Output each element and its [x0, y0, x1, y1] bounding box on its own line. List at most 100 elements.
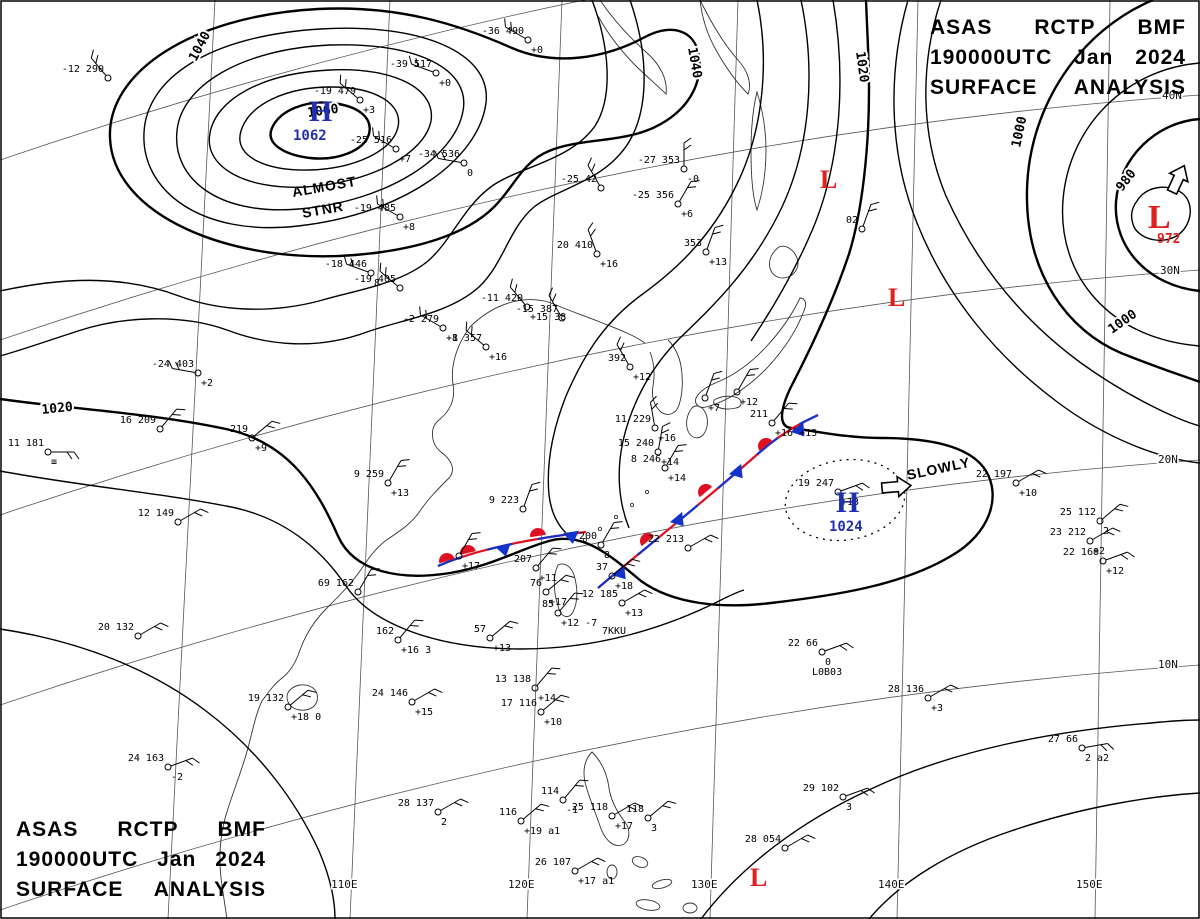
- station-circle: [593, 250, 601, 258]
- title-block-bottom-left: ASAS RCTP BMF 190000UTC Jan 2024 SURFACE ANALYS…: [16, 818, 266, 901]
- station-data-sub: 0: [825, 657, 831, 668]
- station-plot: 9 223: [489, 481, 541, 513]
- annotation: SLOWLY: [905, 454, 972, 483]
- wind-barb: [343, 255, 369, 273]
- station-plot: 114 -1: [541, 779, 589, 816]
- station-circle: [680, 165, 688, 173]
- wind-barb: [339, 74, 359, 99]
- station-circle: [702, 248, 710, 256]
- station-data-sub: +2: [201, 378, 213, 389]
- wind-barb: [547, 574, 575, 591]
- high-center: H: [309, 95, 332, 128]
- graticule-line: [1094, 0, 1111, 919]
- station-data: 57: [474, 624, 486, 635]
- station-circle: [1012, 479, 1020, 487]
- station-circle: [858, 225, 866, 233]
- station-data: -27 353: [638, 155, 680, 166]
- wind-barb: [624, 589, 653, 602]
- coastline-ryukyu-island: [644, 489, 650, 495]
- station-data-sub: +17: [615, 821, 633, 832]
- wind-barb: [379, 262, 399, 287]
- station-circle: [542, 588, 550, 596]
- station-circle: [394, 636, 402, 644]
- coastline-luzon: [583, 751, 630, 846]
- station-data-sub: +13: [841, 497, 859, 508]
- coastline-china-vietnam: [219, 326, 471, 919]
- station-data: -2 279: [403, 314, 439, 325]
- title-word: SURFACE: [16, 878, 124, 902]
- isobar-1020: [0, 0, 994, 607]
- station-circle: [384, 479, 392, 487]
- station-data: 02: [846, 215, 858, 226]
- title-word: BMF: [217, 818, 266, 841]
- station-circle: [651, 424, 659, 432]
- station-data: 12 185: [582, 589, 618, 600]
- station-circle: [354, 588, 362, 596]
- isobar: [700, 719, 1200, 919]
- station-circle: [460, 159, 468, 167]
- fronts: [437, 414, 819, 589]
- station-data: 28 054: [745, 834, 781, 845]
- wind-barb: [862, 201, 880, 227]
- station-plot: -15 387: [516, 287, 566, 322]
- station-data-sub: -2: [171, 772, 183, 783]
- station-plot: 116 +19 a1: [499, 803, 560, 837]
- station-data-sub: +6: [681, 209, 693, 220]
- latitude-label: 40N: [1162, 89, 1182, 102]
- station-circle: [618, 599, 626, 607]
- station-data-sub: +16: [600, 259, 618, 270]
- station-plot: 29 102 3: [803, 783, 875, 813]
- wind-barb: [399, 619, 424, 639]
- title-word: BMF: [1137, 16, 1186, 39]
- station-circle: [558, 314, 566, 322]
- station-plot: -12 290: [62, 49, 112, 82]
- latitude-label: 10N: [1158, 658, 1178, 671]
- wind-barb: [419, 306, 441, 327]
- graticule-line: [526, 0, 563, 919]
- coastline-kyushu: [686, 405, 708, 439]
- station-plot: 11 181 ≡: [8, 438, 80, 468]
- station-data: 27 66: [1048, 734, 1078, 745]
- station-plot: -1 357 +16: [446, 321, 507, 363]
- station-data: -36 490: [482, 26, 524, 37]
- station-data-sub: -0: [687, 174, 699, 185]
- isobar-1000: [1025, 0, 1200, 384]
- station-circle: [608, 572, 616, 580]
- station-circle: [608, 812, 616, 820]
- station-data-sub: +13: [493, 643, 511, 654]
- graticule-line: [0, 94, 1200, 341]
- station-data: 118: [626, 804, 644, 815]
- wind-barb: [161, 408, 186, 428]
- coastline-taiwan: [553, 563, 578, 617]
- title-line: SURFACE ANALYSIS: [16, 878, 266, 901]
- station-plot: 22 168 +12: [1063, 547, 1135, 577]
- station-plot: 19 247 +13: [798, 478, 870, 508]
- station-plot: -25 42: [561, 157, 605, 192]
- station-data: 26 107: [535, 857, 571, 868]
- station-data: 20 410: [557, 240, 593, 251]
- station-plot: 24 146 +15: [372, 688, 443, 718]
- station-data: 22 197: [976, 469, 1012, 480]
- station-data: 28 136: [888, 684, 924, 695]
- wind-barb: [559, 592, 584, 612]
- front-warm-symbol: [439, 553, 455, 564]
- station-data: 22 168: [1063, 547, 1099, 558]
- station-data-sub: +12: [633, 372, 651, 383]
- station-circle: [194, 369, 202, 377]
- station-data-sub: +0: [531, 45, 543, 56]
- wind-barb: [51, 451, 80, 460]
- wind-barb: [564, 779, 589, 799]
- station-plot: 23 212 +2: [1050, 527, 1121, 557]
- wind-barb: [773, 402, 798, 422]
- movement-arrow: [1166, 164, 1189, 196]
- station-plot: 8 246+14: [631, 444, 687, 484]
- pressure-value: 1062: [293, 128, 327, 144]
- wind-barb: [649, 800, 677, 817]
- station-plot: -19 405: [354, 262, 404, 292]
- wind-barb: [536, 667, 561, 687]
- station-circle: [818, 648, 826, 656]
- wind-barb: [614, 802, 643, 815]
- station-circle: [597, 541, 605, 549]
- station-circle: [455, 552, 463, 560]
